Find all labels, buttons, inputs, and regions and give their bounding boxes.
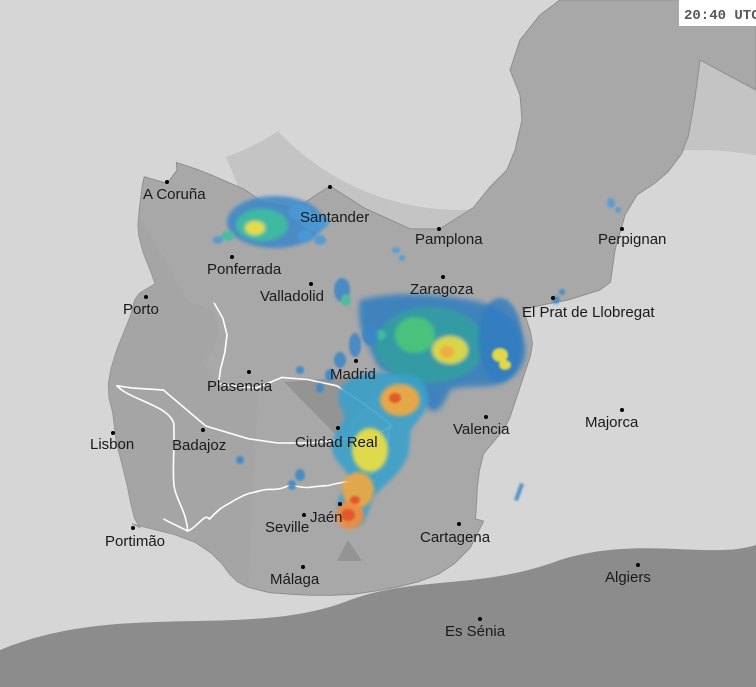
- svg-text:Portimão: Portimão: [105, 533, 165, 550]
- svg-text:Pamplona: Pamplona: [415, 231, 483, 248]
- svg-text:Badajoz: Badajoz: [172, 437, 226, 454]
- svg-text:Algiers: Algiers: [605, 569, 651, 586]
- svg-text:Jaén: Jaén: [310, 509, 343, 526]
- svg-text:Valencia: Valencia: [453, 421, 510, 438]
- svg-text:Valladolid: Valladolid: [260, 288, 324, 305]
- svg-text:Perpignan: Perpignan: [598, 231, 666, 248]
- svg-text:Málaga: Málaga: [270, 571, 320, 588]
- svg-text:Es Sénia: Es Sénia: [445, 623, 506, 640]
- svg-text:Porto: Porto: [123, 301, 159, 318]
- svg-text:20:40 UTC: 20:40 UTC: [684, 8, 756, 24]
- svg-text:Santander: Santander: [300, 209, 369, 226]
- svg-text:A Coruña: A Coruña: [143, 186, 206, 203]
- svg-text:Cartagena: Cartagena: [420, 529, 491, 546]
- svg-text:Madrid: Madrid: [330, 366, 376, 383]
- svg-text:Seville: Seville: [265, 519, 309, 536]
- svg-text:Lisbon: Lisbon: [90, 436, 134, 453]
- svg-text:Zaragoza: Zaragoza: [410, 281, 474, 298]
- svg-text:El Prat de Llobregat: El Prat de Llobregat: [522, 304, 655, 321]
- svg-text:Ponferrada: Ponferrada: [207, 261, 282, 278]
- svg-text:Majorca: Majorca: [585, 414, 639, 431]
- svg-text:Plasencia: Plasencia: [207, 378, 273, 395]
- svg-text:Ciudad Real: Ciudad Real: [295, 434, 378, 451]
